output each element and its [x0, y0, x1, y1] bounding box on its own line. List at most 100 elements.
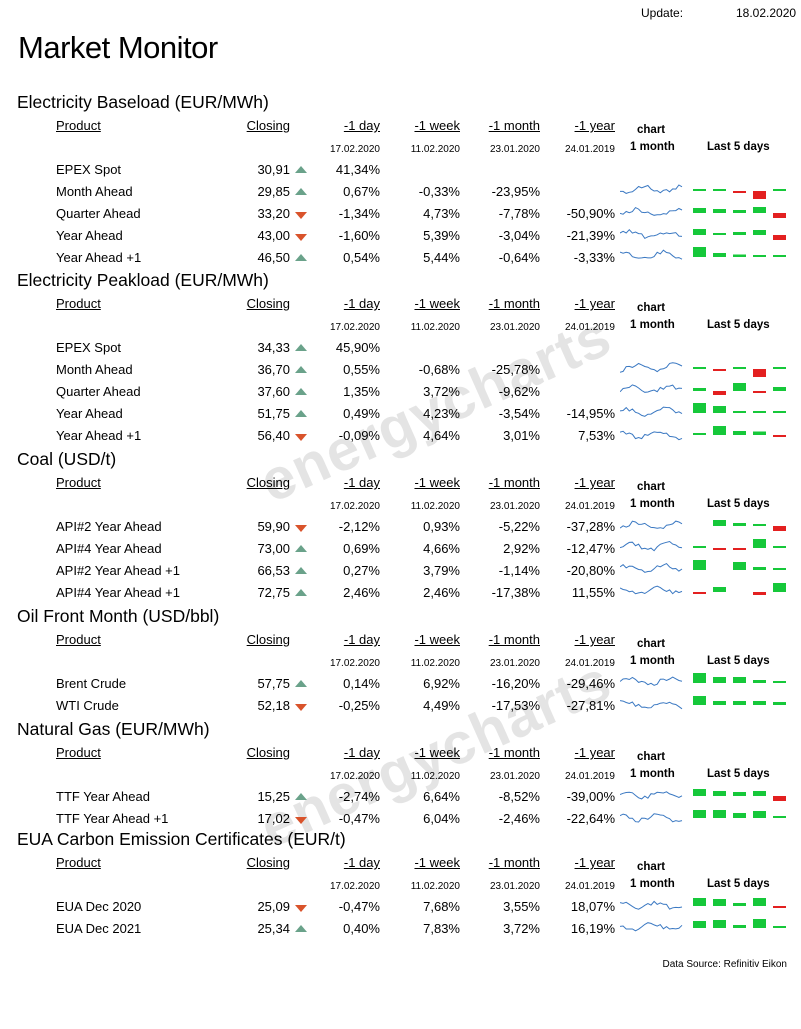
column-header-closing: Closing: [246, 118, 290, 133]
reference-date: 17.02.2020: [329, 144, 380, 155]
closing-price: 15,25: [257, 789, 290, 804]
change-y1: -22,64%: [566, 811, 615, 826]
reference-date: 24.01.2019: [564, 658, 615, 669]
day-change-bar: [713, 406, 726, 413]
change-m1: 2,92%: [503, 541, 540, 556]
sparkline-series: [620, 520, 683, 530]
change-d1: 0,67%: [343, 184, 380, 199]
change-m1: -3,04%: [498, 228, 540, 243]
reference-date: 24.01.2019: [564, 881, 615, 892]
change-d1: 2,46%: [343, 585, 380, 600]
sparkline-series: [620, 206, 683, 216]
day-change-bar: [753, 680, 766, 683]
down-arrow-icon: [295, 434, 307, 441]
table-row: TTF Year Ahead 15,25 -2,74% 6,64% -8,52% -39,…: [0, 789, 801, 811]
sparkline-chart: [620, 562, 683, 573]
day-change-bar: [733, 254, 746, 257]
reference-date: 23.01.2020: [489, 881, 540, 892]
column-header-chart: chart: [637, 302, 666, 314]
change-y1: -29,46%: [566, 676, 615, 691]
day-change-bar: [733, 210, 746, 213]
change-w1: 5,39%: [423, 228, 460, 243]
day-change-bar: [713, 791, 726, 796]
column-header-last5: Last 5 days: [707, 498, 770, 510]
last5-days-bars: [693, 189, 786, 199]
column-header-chart-period: 1 month: [630, 498, 675, 510]
column-header-product: Product: [56, 632, 101, 647]
column-header-1year: -1 year: [574, 296, 615, 311]
day-change-bar: [733, 232, 746, 235]
sparkline-series: [620, 562, 683, 573]
sparkline-series: [620, 791, 683, 800]
day-change-bar: [693, 367, 706, 369]
reference-date: 23.01.2020: [489, 771, 540, 782]
column-header-last5: Last 5 days: [707, 768, 770, 780]
section-title: Oil Front Month (USD/bbl): [17, 606, 220, 626]
last5-days-bars: [693, 426, 786, 437]
change-w1: 6,92%: [423, 676, 460, 691]
day-change-bar: [773, 435, 786, 437]
change-y1: -27,81%: [566, 698, 615, 713]
closing-price: 34,33: [257, 340, 290, 355]
sparkline-chart: [620, 362, 683, 373]
day-change-bar: [713, 920, 726, 928]
reference-date: 17.02.2020: [329, 771, 380, 782]
day-change-bar: [753, 230, 766, 235]
day-change-bar: [773, 681, 786, 683]
column-header-closing: Closing: [246, 745, 290, 760]
product-name: TTF Year Ahead +1: [56, 811, 169, 826]
day-change-bar: [753, 191, 766, 199]
product-name: Quarter Ahead: [56, 384, 141, 399]
column-header-1year: -1 year: [574, 475, 615, 490]
down-arrow-icon: [295, 525, 307, 532]
change-d1: 0,49%: [343, 406, 380, 421]
day-change-bar: [733, 431, 746, 435]
column-header-last5: Last 5 days: [707, 319, 770, 331]
up-arrow-icon: [295, 388, 307, 395]
last5-days-bars: [693, 229, 786, 240]
day-change-bar: [713, 426, 726, 435]
day-change-bar: [753, 431, 766, 435]
day-change-bar: [713, 253, 726, 257]
column-header-last5: Last 5 days: [707, 141, 770, 153]
day-change-bar: [773, 189, 786, 191]
change-m1: 3,01%: [503, 428, 540, 443]
day-change-bar: [753, 791, 766, 796]
sparkline-chart: [620, 791, 683, 800]
down-arrow-icon: [295, 817, 307, 824]
market-section: Oil Front Month (USD/bbl) Product Closing -…: [0, 606, 801, 806]
day-change-bar: [773, 906, 786, 908]
product-name: API#2 Year Ahead +1: [56, 563, 180, 578]
day-change-bar: [753, 898, 766, 906]
day-change-bar: [773, 583, 786, 592]
last5-days-bars: [693, 403, 786, 413]
change-w1: 0,93%: [423, 519, 460, 534]
change-d1: 1,35%: [343, 384, 380, 399]
change-d1: 0,40%: [343, 921, 380, 936]
change-d1: -0,25%: [338, 698, 380, 713]
closing-price: 56,40: [257, 428, 290, 443]
day-change-bar: [733, 792, 746, 796]
day-change-bar: [693, 592, 706, 594]
reference-date: 11.02.2020: [410, 322, 460, 333]
change-y1: -20,80%: [566, 563, 615, 578]
product-name: Brent Crude: [56, 676, 127, 691]
day-change-bar: [693, 229, 706, 235]
down-arrow-icon: [295, 212, 307, 219]
column-header-chart-period: 1 month: [630, 768, 675, 780]
sparkline-chart: [620, 406, 683, 417]
sparkline-series: [620, 249, 683, 260]
day-change-bar: [733, 191, 746, 193]
market-section: Coal (USD/t) Product Closing -1 day -1 week -…: [0, 449, 801, 649]
page-title: Market Monitor: [18, 30, 218, 65]
sparkline-series: [620, 700, 683, 710]
sparkline-chart: [620, 540, 683, 552]
section-title: Natural Gas (EUR/MWh): [17, 719, 210, 739]
sparkline-chart: [620, 900, 683, 910]
day-change-bar: [733, 383, 746, 391]
day-change-bar: [693, 560, 706, 570]
closing-price: 36,70: [257, 362, 290, 377]
product-name: Year Ahead +1: [56, 250, 142, 265]
last5-days-bars: [693, 810, 786, 818]
table-row: WTI Crude 52,18 -0,25% 4,49% -17,53% -27,81%: [0, 696, 801, 720]
